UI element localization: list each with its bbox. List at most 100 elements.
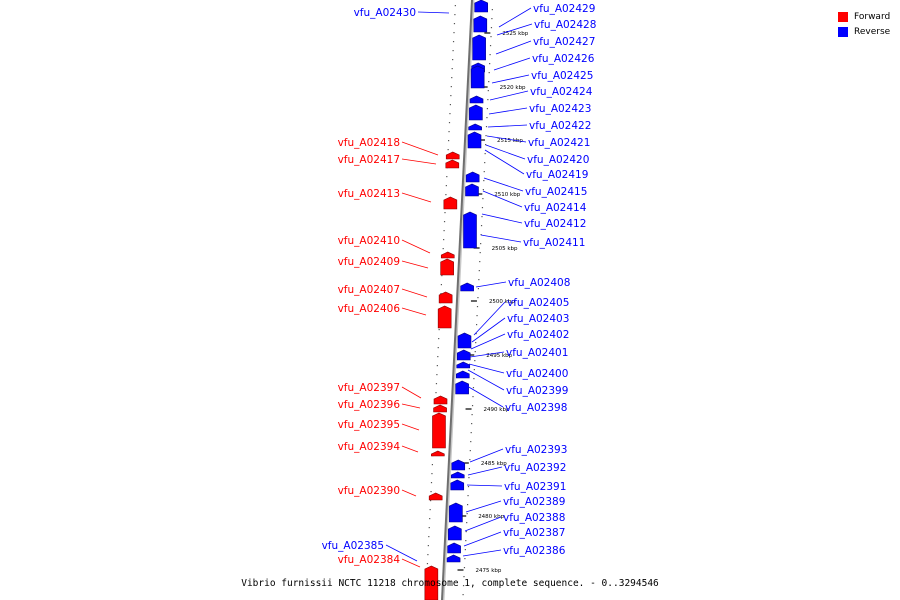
- track-dot: [484, 153, 486, 155]
- forward-gene-label: vfu_A02394: [338, 441, 401, 453]
- track-dot: [454, 5, 456, 7]
- track-dot: [476, 324, 478, 326]
- reverse-label-leader: [495, 40, 532, 55]
- track-dot: [489, 63, 491, 65]
- reverse-gene-label: vfu_A02389: [503, 496, 565, 508]
- forward-label-leader: [401, 445, 419, 453]
- reverse-gene-label: vfu_A02411: [523, 237, 585, 249]
- track-dot: [464, 558, 466, 560]
- reverse-gene-label: vfu_A02429: [533, 3, 595, 15]
- reverse-gene-label: vfu_A02388: [503, 512, 565, 524]
- reverse-gene-label: vfu_A02401: [506, 347, 568, 359]
- reverse-label-leader: [468, 363, 505, 374]
- track-dot: [462, 594, 464, 596]
- track-dot: [480, 234, 482, 236]
- track-dot: [435, 383, 438, 385]
- reverse-gene-label: vfu_A02400: [506, 368, 568, 380]
- reverse-label-leader: [493, 57, 531, 71]
- forward-label-leader: [401, 158, 437, 165]
- track-dot: [449, 104, 451, 106]
- track-dot: [476, 306, 479, 308]
- reverse-gene: [467, 131, 482, 149]
- reverse-gene-label: vfu_A02405: [507, 297, 569, 309]
- track-dot: [476, 315, 478, 317]
- reverse-gene-label: vfu_A02425: [531, 70, 593, 82]
- reverse-gene-label: vfu_A02403: [507, 313, 569, 325]
- reverse-gene-label: vfu_A02393: [505, 444, 567, 456]
- reverse-label-leader: [385, 544, 418, 562]
- track-dot: [470, 441, 472, 443]
- forward-label-leader: [401, 260, 429, 269]
- track-dot: [450, 86, 452, 88]
- track-dot: [445, 185, 447, 187]
- track-dot: [443, 239, 445, 241]
- forward-gene: [431, 450, 445, 457]
- track-dot: [474, 360, 476, 362]
- scale-tick-label: 2505 kbp: [492, 246, 518, 252]
- sequence-caption: Vibrio furnissii NCTC 11218 chromosome 1…: [241, 578, 659, 589]
- reverse-gene: [455, 370, 470, 379]
- track-dot: [466, 513, 468, 515]
- reverse-gene-label: vfu_A02392: [504, 462, 566, 474]
- forward-gene-label: vfu_A02407: [338, 284, 400, 296]
- forward-label-leader: [401, 423, 420, 431]
- track-dot: [483, 180, 485, 182]
- track-dot: [463, 576, 465, 578]
- forward-gene-label: vfu_A02384: [338, 554, 401, 566]
- forward-gene: [440, 258, 454, 276]
- reverse-label-leader: [467, 466, 503, 476]
- reverse-gene-label: vfu_A02408: [508, 277, 570, 289]
- reverse-gene-label: vfu_A02428: [534, 19, 596, 31]
- track-dot: [486, 117, 488, 119]
- reverse-gene: [450, 479, 465, 491]
- track-dot: [477, 288, 479, 290]
- forward-gene: [440, 251, 455, 259]
- reverse-label-leader: [475, 281, 507, 288]
- track-dot: [483, 171, 485, 173]
- track-dot: [447, 149, 449, 151]
- reverse-gene: [463, 211, 477, 249]
- forward-gene: [445, 159, 460, 169]
- forward-swatch: [838, 11, 848, 22]
- track-dot: [448, 131, 450, 133]
- track-dot: [430, 491, 432, 493]
- reverse-label-leader: [481, 213, 523, 224]
- track-dot: [430, 482, 433, 484]
- forward-gene: [437, 305, 452, 329]
- track-dot: [471, 405, 474, 407]
- track-dot: [426, 563, 429, 565]
- forward-label-leader: [401, 403, 421, 409]
- reverse-gene: [446, 554, 461, 563]
- track-dot: [475, 342, 477, 344]
- track-dot: [464, 549, 466, 551]
- reverse-label-leader: [484, 149, 525, 175]
- track-dot: [469, 459, 471, 461]
- track-dot: [485, 135, 487, 137]
- track-dot: [471, 423, 473, 425]
- track-dot: [427, 554, 429, 556]
- forward-label-leader: [401, 192, 432, 203]
- track-dot: [472, 396, 474, 398]
- scale-tick-label: 2500 kbp: [489, 299, 515, 305]
- scale-tick-label: 2475 kbp: [476, 568, 502, 574]
- forward-gene: [445, 151, 460, 160]
- reverse-label-leader: [471, 317, 506, 343]
- reverse-gene-label: vfu_A02424: [530, 86, 593, 98]
- reverse-gene-label: vfu_A02399: [506, 385, 568, 397]
- track-dot: [429, 509, 431, 511]
- track-dot: [469, 450, 471, 452]
- track-dot: [481, 207, 484, 209]
- scale-tick-label: 2485 kbp: [481, 461, 507, 467]
- track-dot: [436, 365, 438, 367]
- reverse-gene: [469, 95, 484, 104]
- track-dot: [466, 522, 468, 524]
- reverse-label-leader: [469, 351, 505, 358]
- legend: Forward Reverse: [838, 9, 890, 39]
- track-dot: [475, 333, 477, 335]
- reverse-gene: [473, 15, 488, 33]
- forward-gene: [438, 291, 453, 304]
- scale-tick-label: 2520 kbp: [500, 85, 526, 91]
- reverse-label-leader: [480, 234, 522, 243]
- track-dot: [437, 356, 439, 358]
